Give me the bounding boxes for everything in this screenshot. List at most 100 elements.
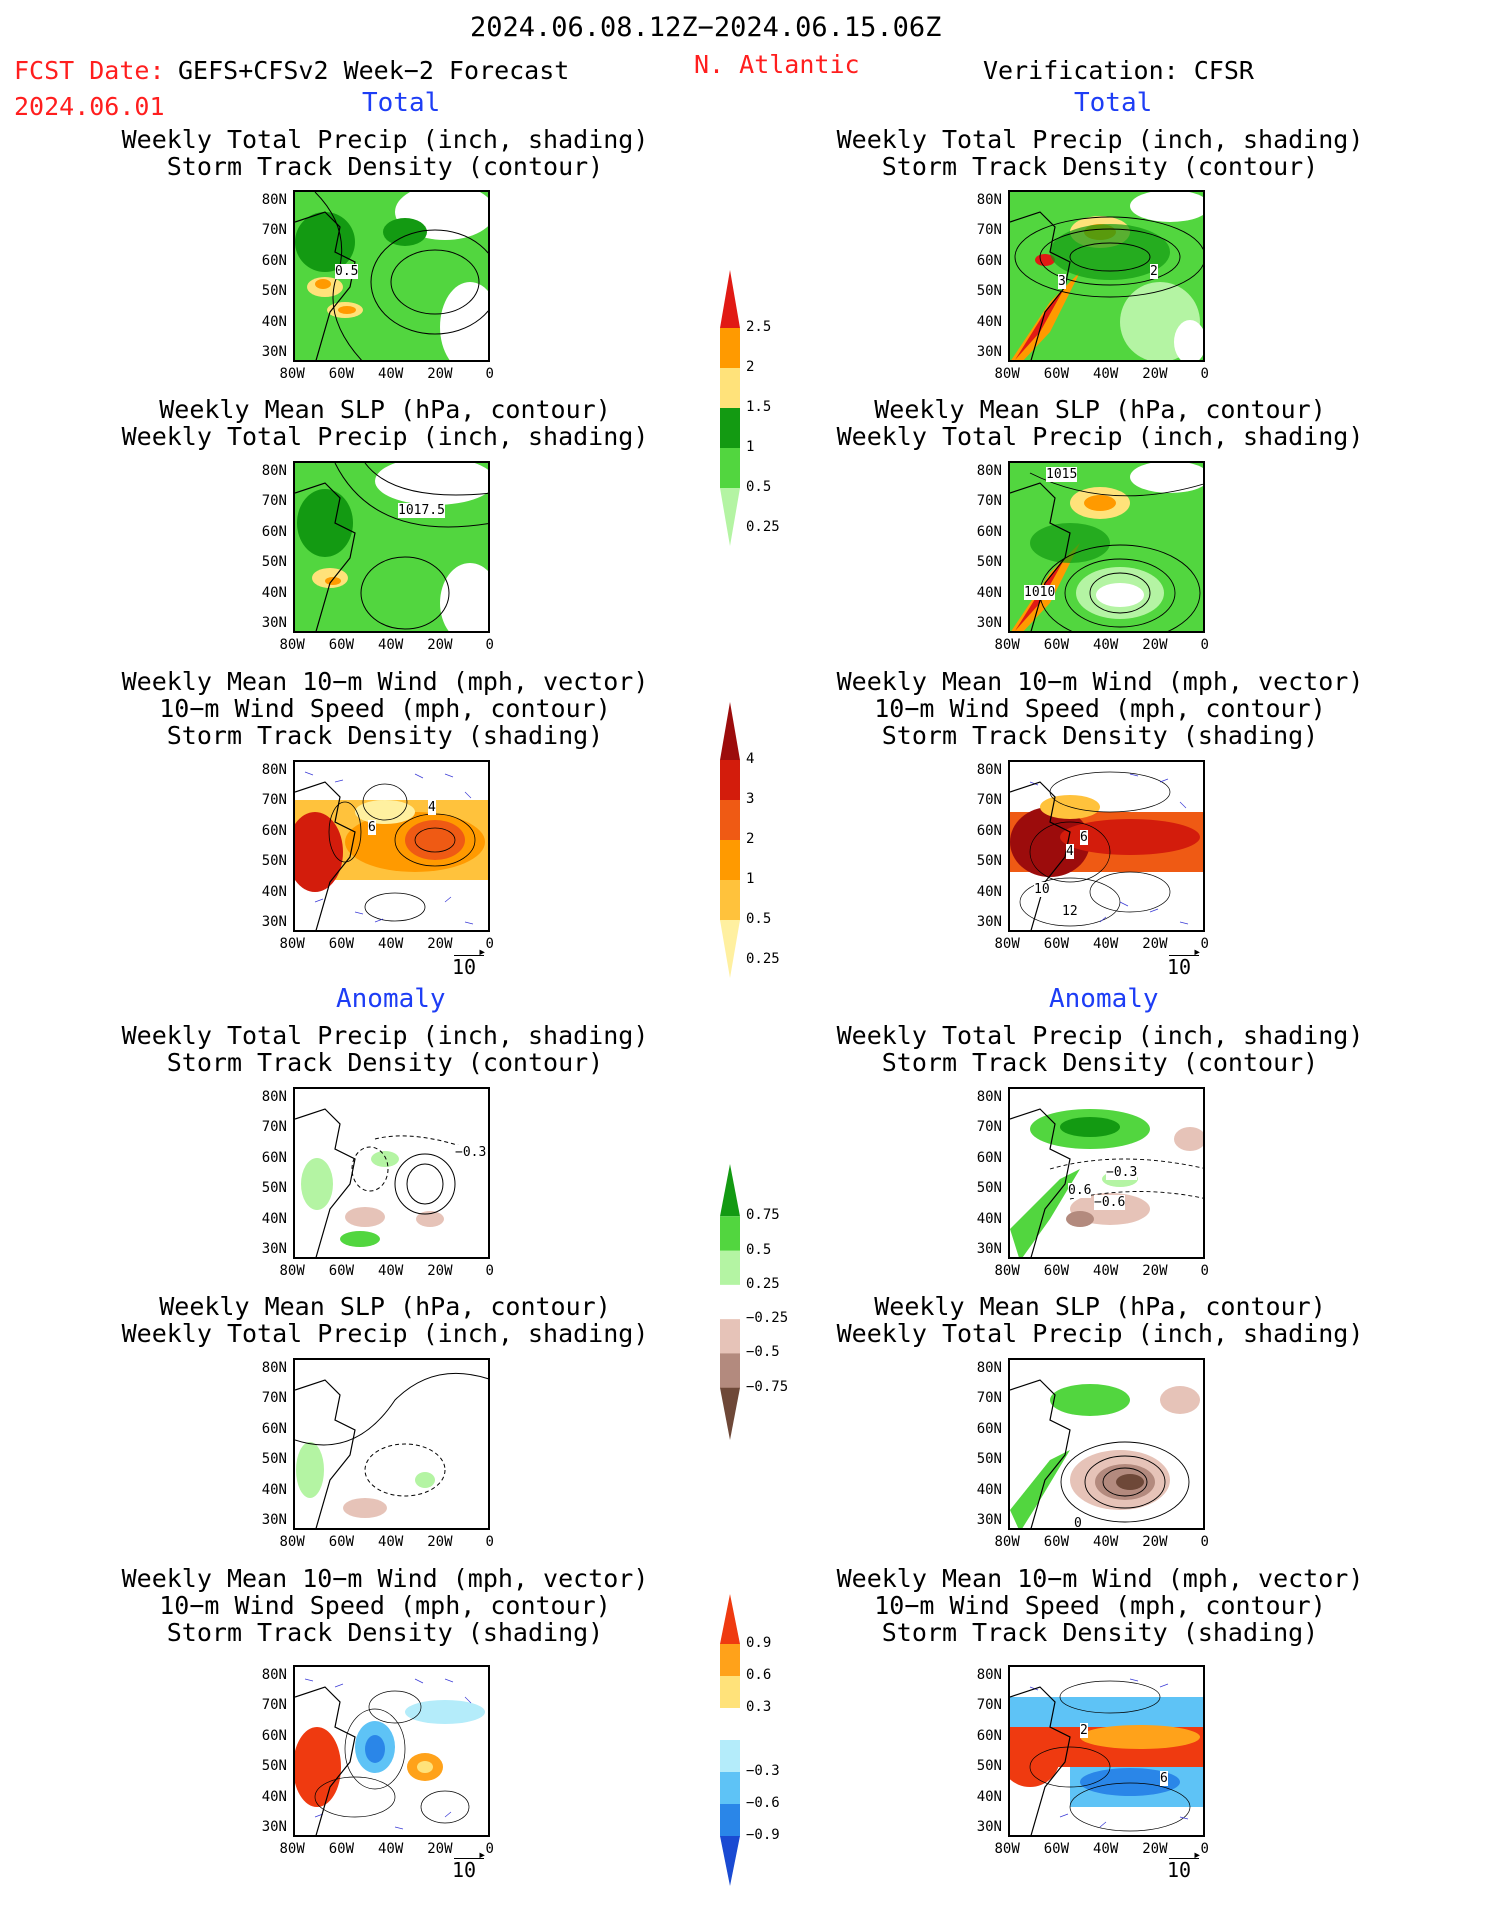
ob-anomaly-label: Anomaly	[1049, 984, 1159, 1014]
colorbar-segment	[720, 1676, 740, 1709]
contour-label: 12	[1062, 904, 1078, 919]
lon-tick-label: 40W	[1093, 936, 1119, 952]
contour-label: −0.6	[1094, 1195, 1126, 1210]
lat-tick-label: 40N	[976, 1481, 1002, 1498]
lon-tick-label: 60W	[328, 1841, 355, 1857]
colorbar-segment	[720, 448, 740, 489]
lat-tick-label: 80N	[261, 463, 287, 479]
contour-label: 0	[1074, 1516, 1082, 1530]
colorbar-label: 0.3	[746, 1699, 772, 1715]
lon-tick-label: 80W	[279, 1263, 305, 1279]
colorbar-segment	[720, 840, 740, 881]
ob-total-label: Total	[1074, 88, 1153, 118]
lon-tick-label: 40W	[378, 366, 404, 382]
colorbar-segment	[720, 1284, 740, 1320]
lat-tick-label: 70N	[261, 792, 287, 809]
lon-tick-label: 80W	[279, 637, 305, 653]
lat-tick-label: 30N	[261, 1241, 287, 1257]
lon-tick-label: 20W	[1142, 1263, 1168, 1279]
colorbar-label: 4	[746, 751, 755, 767]
lon-tick-label: 0	[485, 936, 494, 952]
colorbar-label: −0.5	[746, 1344, 780, 1361]
lat-tick-label: 40N	[261, 883, 287, 900]
lon-tick-label: 40W	[378, 1263, 404, 1279]
lat-tick-label: 70N	[976, 1119, 1002, 1136]
contour-label: 10	[1034, 882, 1050, 897]
lat-tick-label: 60N	[976, 252, 1002, 269]
lat-tick-label: 80N	[261, 1089, 287, 1105]
fc-anom-slp-map	[293, 1358, 490, 1530]
lat-tick-label: 80N	[976, 463, 1002, 479]
contour-label: 0.5	[335, 264, 359, 279]
colorbar-label: −0.3	[746, 1763, 780, 1779]
lon-tick-label: 0	[485, 637, 494, 653]
colorbar-label: −0.25	[746, 1310, 789, 1327]
lat-tick-label: 60N	[976, 523, 1002, 540]
lon-tick-label: 60W	[328, 936, 355, 952]
fc-anom-wind-title: Weekly Mean 10−m Wind (mph, vector) 10−m …	[121, 1564, 649, 1647]
lat-tick-label: 40N	[976, 313, 1002, 330]
lat-tick-label: 70N	[976, 1697, 1002, 1714]
contour-label: 3	[1058, 274, 1066, 289]
colorbar-label: 0.25	[746, 519, 780, 535]
lat-tick-label: 50N	[261, 283, 287, 300]
lat-tick-label: 50N	[976, 1180, 1002, 1197]
colorbar-label: −0.75	[746, 1378, 789, 1395]
lat-tick-label: 50N	[976, 853, 1002, 870]
fc-anomaly-label: Anomaly	[336, 984, 446, 1014]
fcst-date: 2024.06.01	[14, 92, 165, 121]
lat-tick-label: 50N	[261, 853, 287, 870]
colorbar-segment	[720, 1772, 740, 1805]
fc-anom-slp-title: Weekly Mean SLP (hPa, contour) Weekly Tot…	[121, 1292, 649, 1348]
verification-label: Verification: CFSR	[983, 56, 1254, 85]
lat-tick-label: 80N	[261, 1667, 287, 1683]
lat-tick-label: 40N	[976, 1788, 1002, 1805]
lon-tick-label: 80W	[994, 936, 1020, 952]
lat-tick-label: 30N	[976, 1241, 1002, 1257]
contour-label: 6	[1160, 1771, 1168, 1786]
lat-tick-label: 50N	[976, 283, 1002, 300]
lon-tick-label: 60W	[328, 1263, 355, 1279]
contour-label: 6	[368, 820, 376, 835]
contour-label: −0.3	[455, 1145, 487, 1160]
contour-label: 4	[1066, 844, 1074, 859]
colorbar-label: 0.25	[746, 1275, 780, 1292]
contour-label: 2	[1150, 264, 1158, 279]
lat-tick-label: 50N	[261, 1180, 287, 1197]
lon-tick-label: 20W	[1142, 637, 1168, 653]
colorbar-label: 3	[746, 791, 755, 807]
colorbar-segment	[720, 270, 740, 328]
ob-anom-vector-ref: ▸ 10	[1167, 1847, 1202, 1882]
colorbar-segment	[720, 1804, 740, 1837]
lon-tick-label: 80W	[279, 1841, 305, 1857]
lat-tick-label: 60N	[976, 1420, 1002, 1437]
lon-tick-label: 0	[1200, 1841, 1209, 1857]
contour-label: 0.6	[1068, 1183, 1092, 1198]
lon-tick-label: 60W	[1043, 637, 1070, 653]
lon-tick-label: 80W	[994, 366, 1020, 382]
contour-label: 4	[428, 800, 436, 815]
lat-tick-label: 50N	[261, 1451, 287, 1468]
lat-tick-label: 50N	[261, 1758, 287, 1775]
lat-tick-label: 40N	[261, 584, 287, 601]
lon-tick-label: 80W	[279, 366, 305, 382]
ob-anom-wind-title: Weekly Mean 10−m Wind (mph, vector) 10−m …	[836, 1564, 1364, 1647]
lat-tick-label: 60N	[261, 1149, 287, 1166]
ob-total-slp-title: Weekly Mean SLP (hPa, contour) Weekly Tot…	[836, 395, 1364, 451]
lat-tick-label: 30N	[976, 615, 1002, 631]
lat-tick-label: 30N	[261, 1512, 287, 1528]
lat-tick-label: 30N	[261, 344, 287, 360]
fc-anom-precip-map: −0.3	[293, 1087, 490, 1259]
contour-label: 1010	[1024, 585, 1056, 600]
ob-anom-slp-map: 0	[1008, 1358, 1205, 1530]
colorbar-segment	[720, 702, 740, 760]
lat-tick-label: 40N	[976, 584, 1002, 601]
lon-tick-label: 80W	[994, 637, 1020, 653]
lat-tick-label: 30N	[261, 1819, 287, 1835]
fc-total-precip-title: Weekly Total Precip (inch, shading) Storm…	[121, 125, 649, 181]
lon-tick-label: 40W	[378, 936, 404, 952]
lat-tick-label: 60N	[976, 822, 1002, 839]
track-anom-colorbar	[718, 1592, 742, 1892]
lat-tick-label: 70N	[261, 1390, 287, 1407]
lon-tick-label: 60W	[1043, 1534, 1070, 1550]
